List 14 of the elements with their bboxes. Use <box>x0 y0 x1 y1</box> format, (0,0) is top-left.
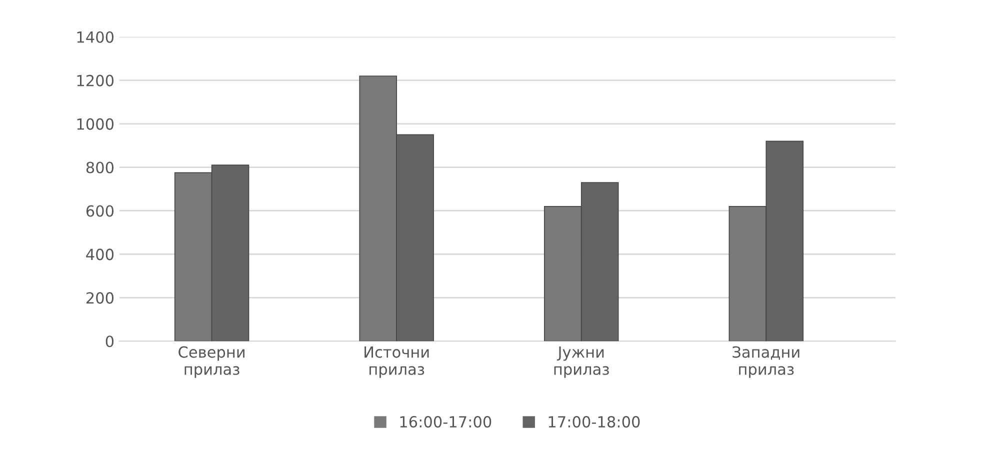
x-tick-label: Јужни прилаз <box>554 346 609 378</box>
y-tick-label: 800 <box>86 162 114 174</box>
y-tick-label: 1200 <box>77 74 114 86</box>
y-tick-label: 1000 <box>77 118 114 130</box>
x-tick-label: Северни прилаз <box>178 346 244 378</box>
y-tick-label: 0 <box>106 336 114 348</box>
legend-label: 17:00-18:00 <box>548 416 640 428</box>
legend-label: 16:00-17:00 <box>400 416 492 428</box>
y-tick-label: 1400 <box>77 31 114 43</box>
y-tick-label: 600 <box>86 205 114 217</box>
y-tick-label: 400 <box>86 248 114 260</box>
y-tick-label: 200 <box>86 292 114 304</box>
x-tick-label: Источни прилаз <box>364 346 429 378</box>
x-tick-label: Западни прилаз <box>732 346 800 378</box>
